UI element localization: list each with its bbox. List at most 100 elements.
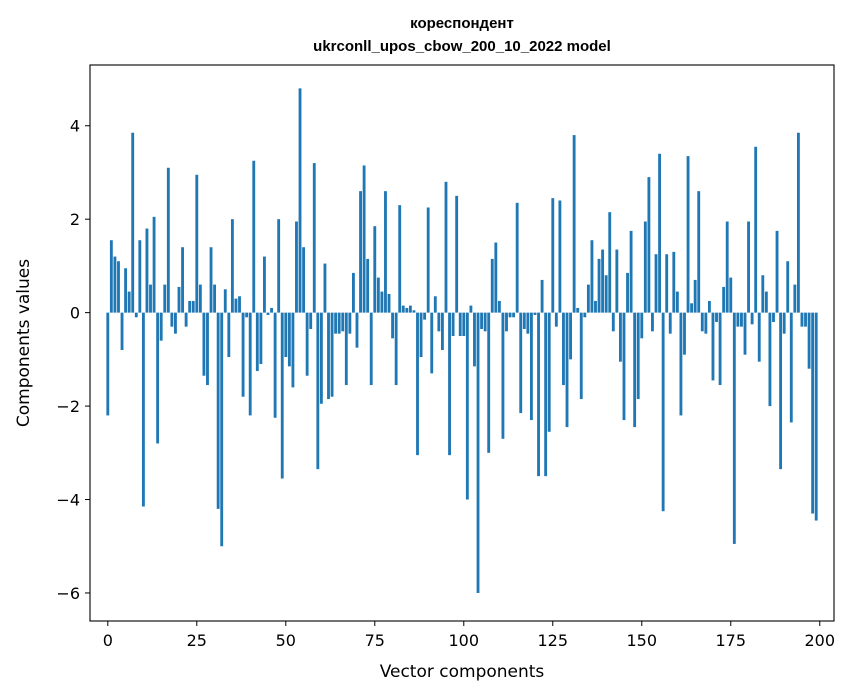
bar-195	[800, 312, 804, 327]
bar-121	[537, 312, 540, 477]
x-tick-label: 175	[715, 631, 746, 650]
bar-93	[437, 312, 441, 332]
bar-82	[398, 205, 402, 313]
bar-42	[255, 312, 259, 372]
bar-54	[298, 88, 302, 313]
bar-35	[230, 219, 234, 313]
y-axis-label: Components values	[14, 259, 34, 427]
bar-167	[700, 312, 704, 332]
bar-91	[430, 312, 434, 374]
bar-154	[654, 254, 658, 313]
bar-172	[718, 312, 722, 386]
bar-49	[280, 312, 284, 479]
bar-122	[540, 279, 544, 313]
bar-107	[487, 312, 491, 453]
bar-25	[195, 174, 199, 313]
bar-32	[220, 312, 224, 547]
bar-191	[786, 261, 790, 313]
bar-7	[131, 132, 135, 313]
bar-176	[732, 312, 736, 544]
bar-52	[291, 312, 295, 388]
bar-23	[188, 300, 192, 313]
bar-22	[184, 312, 188, 327]
bar-28	[206, 312, 209, 386]
bar-180	[747, 221, 750, 313]
x-tick-label: 100	[449, 631, 480, 650]
bar-77	[380, 291, 384, 313]
bar-142	[611, 312, 615, 332]
bar-40	[248, 312, 252, 416]
bar-2	[113, 256, 117, 313]
bar-192	[789, 312, 793, 423]
bar-155	[658, 153, 661, 313]
bar-94	[441, 312, 444, 351]
bar-79	[387, 293, 391, 313]
x-tick-label: 0	[103, 631, 113, 650]
chart-title-line2: ukrconll_upos_cbow_200_10_2022 model	[313, 38, 611, 55]
bar-27	[202, 312, 206, 376]
bar-128	[562, 312, 565, 386]
bar-183	[757, 312, 761, 362]
bar-153	[651, 312, 654, 332]
bar-138	[597, 258, 601, 313]
bar-114	[512, 312, 516, 318]
bar-173	[722, 286, 726, 313]
bar-41	[252, 160, 256, 313]
bar-197	[807, 312, 811, 369]
bar-21	[181, 247, 184, 313]
bar-130	[569, 312, 572, 360]
bar-96	[448, 312, 451, 456]
bar-178	[740, 312, 743, 327]
bar-99	[458, 312, 462, 336]
bar-70	[355, 312, 359, 348]
bar-103	[473, 312, 476, 367]
x-tick-label: 25	[187, 631, 207, 650]
bar-89	[423, 312, 427, 320]
bar-147	[629, 230, 633, 313]
bar-48	[277, 219, 281, 313]
bar-36	[234, 298, 238, 313]
bar-134	[583, 312, 587, 318]
bar-31	[216, 312, 220, 509]
bar-118	[526, 312, 530, 334]
bar-175	[729, 277, 733, 313]
bar-80	[391, 312, 395, 339]
bar-33	[223, 289, 227, 313]
bar-72	[362, 165, 366, 313]
bar-84	[405, 307, 409, 313]
bar-152	[647, 177, 651, 313]
bar-171	[715, 312, 718, 322]
bar-144	[618, 312, 622, 362]
bar-143	[615, 249, 619, 313]
bar-196	[804, 312, 807, 327]
bar-165	[693, 279, 697, 313]
bar-110	[497, 300, 501, 313]
bar-37	[238, 296, 241, 313]
bar-119	[529, 312, 533, 421]
bar-18	[170, 312, 174, 327]
bar-29	[209, 247, 213, 313]
bar-145	[622, 312, 626, 421]
bar-187	[772, 312, 775, 322]
y-tick-label: 4	[70, 117, 80, 136]
bar-190	[782, 312, 786, 334]
bar-55	[302, 247, 306, 313]
bar-126	[554, 312, 558, 327]
x-tick-label: 150	[626, 631, 657, 650]
bar-109	[494, 242, 498, 313]
bar-139	[601, 249, 605, 313]
bar-116	[519, 312, 523, 414]
bar-71	[359, 191, 362, 313]
bar-124	[547, 312, 551, 432]
bar-69	[352, 272, 355, 313]
bar-90	[426, 207, 430, 313]
bar-111	[501, 312, 505, 439]
bar-140	[604, 275, 608, 313]
y-tick-label: −2	[56, 397, 80, 416]
bar-182	[754, 146, 758, 313]
bar-61	[323, 263, 327, 313]
bar-186	[768, 312, 772, 407]
bar-163	[686, 156, 690, 313]
bar-68	[348, 312, 352, 334]
bar-43	[259, 312, 263, 365]
